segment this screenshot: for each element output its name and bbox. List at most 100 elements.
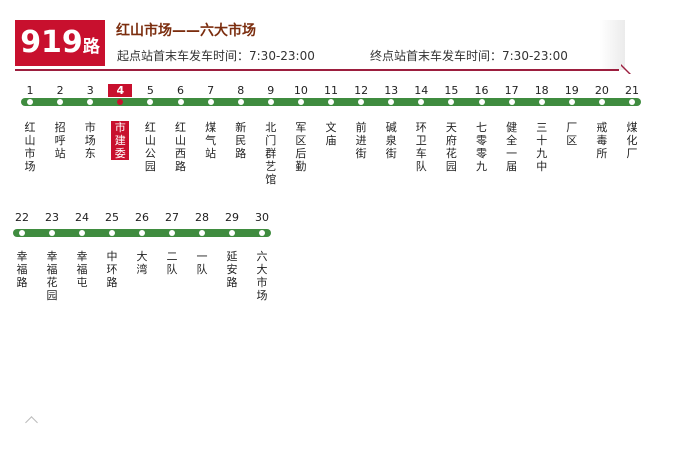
stop-name[interactable]: 天府花园 [445, 121, 457, 173]
stop-dot[interactable] [267, 99, 274, 105]
stop-name[interactable]: 延安路 [226, 250, 238, 289]
stop-dot[interactable] [49, 230, 55, 236]
stop-number: 12 [354, 84, 369, 97]
stop-name[interactable]: 招呼站 [54, 121, 66, 160]
stop-name[interactable]: 环卫车队 [415, 121, 427, 173]
stop-dot[interactable] [538, 99, 545, 105]
stop-number: 25 [105, 211, 119, 224]
start-time: 起点站首末车发车时间：7:30-23:00 [117, 49, 315, 63]
stop-name[interactable]: 一队 [196, 250, 208, 276]
route-suffix: 路 [82, 37, 100, 57]
stop-name[interactable]: 七零零九 [476, 121, 487, 173]
stop-dot[interactable] [79, 230, 85, 236]
stop-dot[interactable] [418, 99, 425, 105]
stop-name[interactable]: 煤气站 [205, 121, 217, 160]
stop-name[interactable]: 厂区 [566, 121, 578, 147]
stop-number: 30 [255, 211, 269, 224]
stop-number: 15 [444, 84, 459, 97]
stop-dot[interactable] [388, 99, 395, 105]
route-number: 919 [20, 25, 83, 60]
stop-dot[interactable] [629, 99, 635, 105]
stop-name[interactable]: 健全一届 [506, 121, 518, 173]
current-stop-dot[interactable] [117, 99, 124, 105]
stop-number: 4 [108, 84, 133, 97]
stop-number: 1 [26, 84, 34, 97]
stop-name[interactable]: 前进街 [355, 121, 367, 160]
stop-dot[interactable] [87, 99, 94, 105]
stop-dot[interactable] [57, 99, 64, 105]
stop-name[interactable]: 市建委 [111, 121, 130, 160]
end-time: 终点站首末车发车时间：7:30-23:00 [370, 49, 568, 63]
stop-number: 17 [504, 84, 519, 97]
stop-dot[interactable] [147, 99, 154, 105]
stop-number: 20 [594, 84, 609, 97]
stop-name[interactable]: 红山西路 [175, 121, 186, 173]
stop-name[interactable]: 红山市场 [24, 121, 36, 173]
stop-name[interactable]: 三十九中 [536, 121, 548, 173]
stop-dot[interactable] [328, 99, 334, 105]
stop-name[interactable]: 幸福路 [16, 250, 28, 289]
stop-number: 9 [267, 84, 275, 97]
stop-dot[interactable] [169, 230, 175, 236]
stop-dot[interactable] [358, 99, 365, 105]
stop-name[interactable]: 文庙 [325, 121, 337, 147]
stop-number: 23 [45, 211, 59, 224]
stop-number: 24 [75, 211, 89, 224]
stop-name[interactable]: 碱泉街 [385, 121, 397, 160]
stop-number: 21 [625, 84, 639, 97]
header-divider [15, 69, 619, 71]
stop-number: 28 [195, 211, 209, 224]
stop-dot[interactable] [448, 99, 455, 105]
stop-number: 14 [414, 84, 429, 97]
stop-number: 29 [225, 211, 239, 224]
route-badge: 919 路 [15, 20, 105, 66]
route-title: 红山市场——六大市场 [116, 23, 256, 39]
stop-dot[interactable] [109, 230, 115, 236]
stop-number: 19 [564, 84, 579, 97]
stop-number: 22 [15, 211, 29, 224]
stop-name[interactable]: 大湾 [136, 250, 148, 276]
header-shadow [600, 20, 625, 70]
stop-number: 27 [165, 211, 179, 224]
stop-dot[interactable] [297, 99, 304, 105]
stop-dot[interactable] [19, 230, 25, 236]
stop-name[interactable]: 戒毒所 [596, 121, 608, 160]
stop-number: 7 [207, 84, 215, 97]
stop-number: 26 [135, 211, 149, 224]
stop-name[interactable]: 北门群艺馆 [265, 121, 277, 186]
stop-dot[interactable] [139, 230, 145, 236]
stop-name[interactable]: 幸福花园 [46, 250, 58, 302]
stop-name[interactable]: 红山公园 [144, 121, 156, 173]
stop-number: 2 [56, 84, 64, 97]
stop-name[interactable]: 幸福屯 [76, 250, 88, 289]
stop-number: 3 [86, 84, 94, 97]
stop-number: 10 [293, 84, 308, 97]
stop-dot[interactable] [568, 99, 575, 105]
stop-name[interactable]: 六大市场 [256, 250, 268, 302]
stop-number: 5 [146, 84, 154, 97]
stop-name[interactable]: 新民路 [235, 121, 247, 160]
stop-name[interactable]: 军区后勤 [295, 121, 307, 173]
stop-name[interactable]: 市场东 [84, 121, 96, 160]
scroll-up-icon[interactable] [25, 416, 38, 429]
stop-number: 18 [534, 84, 549, 97]
stop-dot[interactable] [598, 99, 605, 105]
stop-dot[interactable] [259, 230, 265, 236]
stop-name[interactable]: 煤化厂 [626, 121, 638, 160]
stop-number: 11 [324, 84, 338, 97]
stop-number: 8 [237, 84, 245, 97]
stop-number: 16 [474, 84, 489, 97]
stop-dot[interactable] [237, 99, 244, 105]
stop-number: 6 [177, 84, 184, 97]
stop-dot[interactable] [27, 99, 33, 105]
stop-dot[interactable] [199, 230, 205, 236]
stop-dot[interactable] [508, 99, 515, 105]
stop-name[interactable]: 中环路 [106, 250, 118, 289]
stop-dot[interactable] [229, 230, 235, 236]
stop-dot[interactable] [478, 99, 485, 105]
stop-number: 13 [384, 84, 399, 97]
stop-dot[interactable] [177, 99, 184, 105]
stop-dot[interactable] [207, 99, 214, 105]
stop-name[interactable]: 二队 [166, 250, 178, 276]
